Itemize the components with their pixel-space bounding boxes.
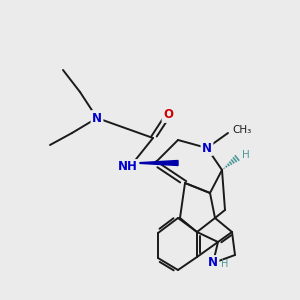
Text: N: N — [208, 256, 218, 269]
Text: N: N — [202, 142, 212, 154]
Polygon shape — [133, 160, 178, 166]
Text: O: O — [163, 109, 173, 122]
Text: H: H — [242, 150, 250, 160]
Text: NH: NH — [118, 160, 138, 173]
Text: H: H — [221, 259, 228, 269]
Text: CH₃: CH₃ — [232, 125, 251, 135]
Text: N: N — [92, 112, 102, 124]
